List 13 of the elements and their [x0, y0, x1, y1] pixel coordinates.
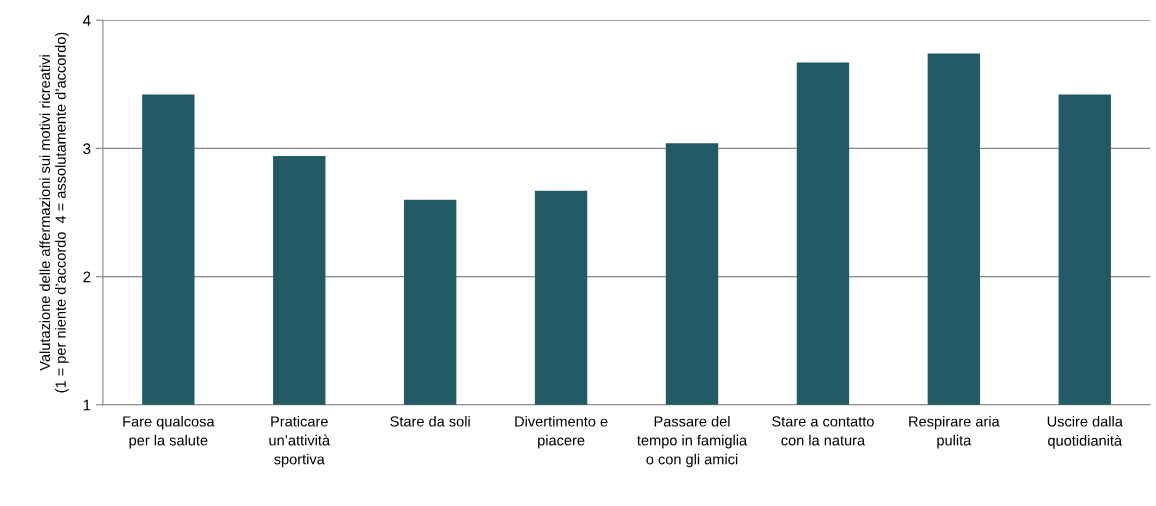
y-tick-label: 1 [83, 399, 91, 411]
x-tick-label: Passare del tempo in famiglia o con gli amici [637, 415, 748, 468]
x-tick-label: Fare qualcosa per la salute [123, 415, 215, 449]
y-tick-label: 3 [83, 143, 91, 155]
y-axis-title: Valutazione delle affermazioni sui motivi ricreativi (1 = per niente d’accordo 4 = assolutamente d’accordo) [39, 32, 69, 393]
x-tick-label: Stare a contatto con la natura [772, 416, 874, 446]
y-tick-label: 2 [83, 271, 91, 283]
x-tick-label: Respirare aria pulita [909, 415, 1000, 449]
x-tick-label: Praticare un’attività sportiva [269, 415, 331, 468]
x-tick-label: Uscire dalla quotidianità [1047, 415, 1123, 449]
y-tick-label: 4 [82, 15, 91, 26]
x-tick-label: Stare da soli [390, 415, 470, 427]
x-tick-label: Divertimento e piacere [515, 415, 608, 449]
